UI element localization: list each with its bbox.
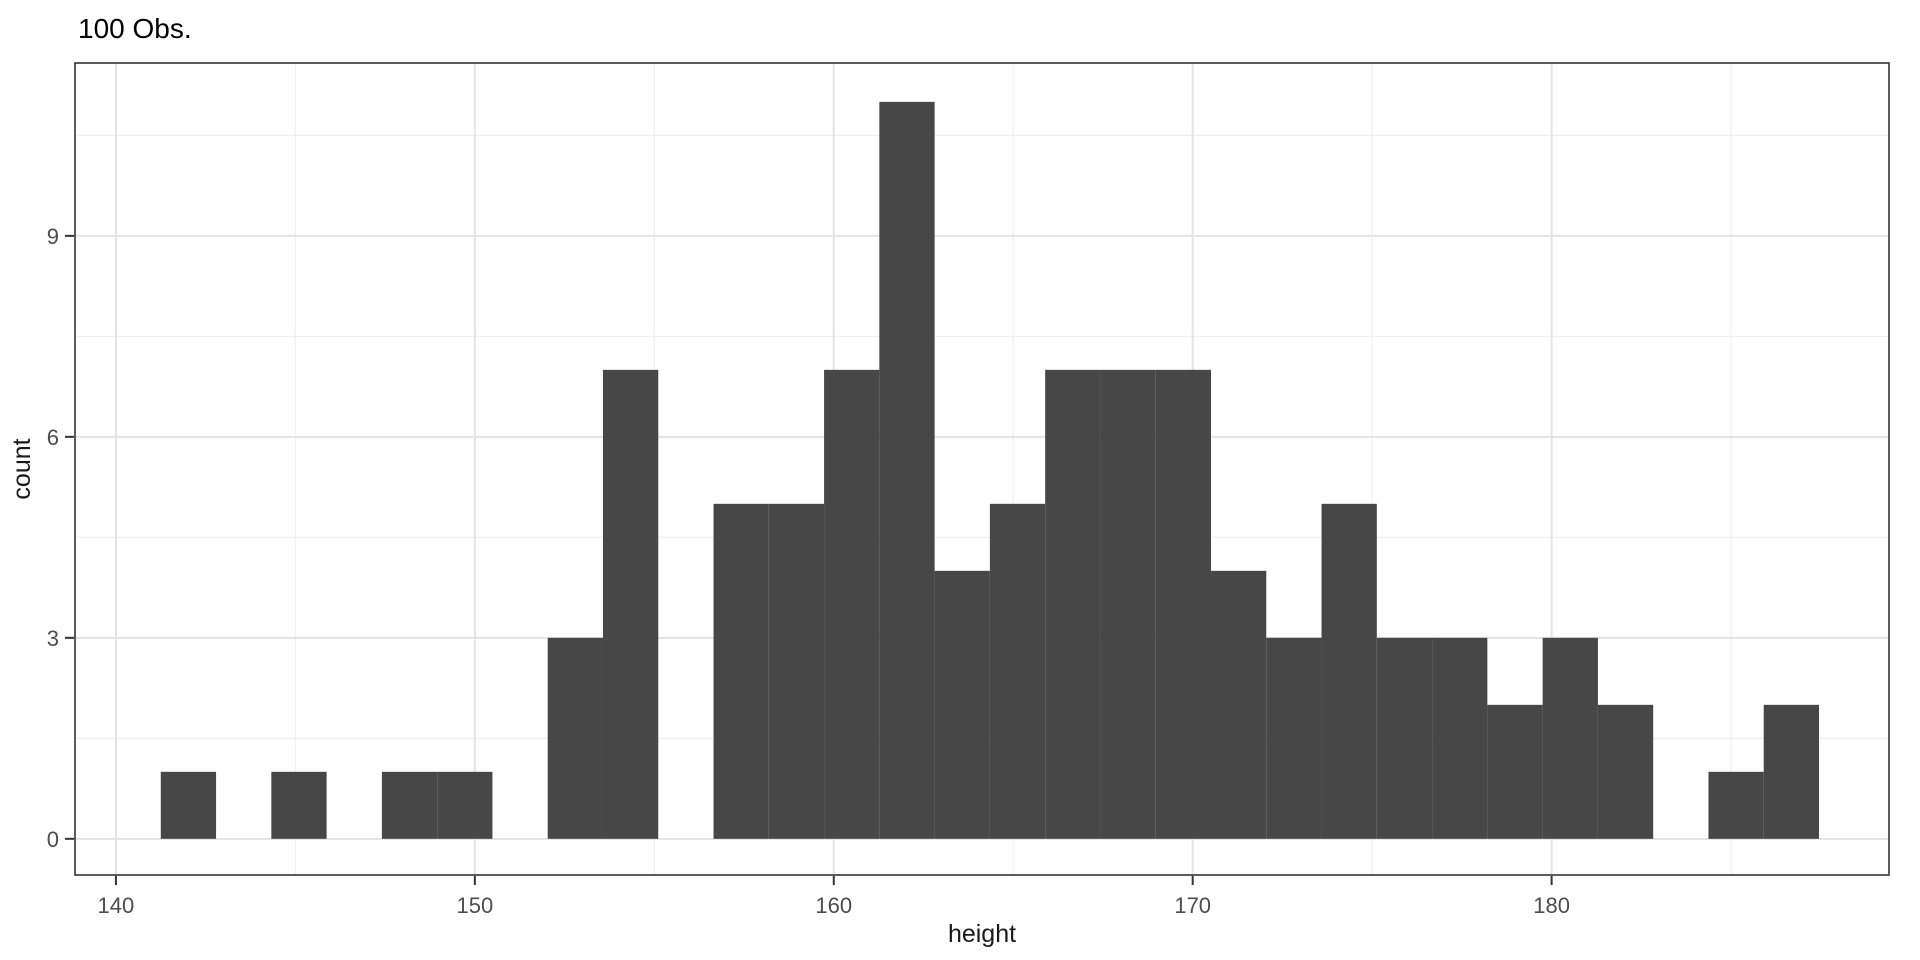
histogram-bar	[437, 771, 493, 839]
x-tick-label: 160	[815, 893, 852, 918]
histogram-bar	[1100, 369, 1156, 839]
y-tick-label: 9	[47, 224, 59, 249]
histogram-bar	[768, 503, 825, 839]
x-tick-label: 170	[1174, 893, 1211, 918]
x-tick-label: 180	[1533, 893, 1570, 918]
histogram-bar	[271, 771, 327, 839]
histogram-bar	[934, 570, 990, 839]
x-tick-label: 140	[98, 893, 135, 918]
histogram-bar	[1045, 369, 1101, 839]
histogram-bar	[1155, 369, 1211, 839]
histogram-bar	[879, 101, 935, 839]
panel-frame-layer	[74, 62, 1890, 876]
histogram-bar	[381, 771, 438, 839]
histogram-bar	[1266, 637, 1322, 839]
x-axis-label: height	[948, 920, 1016, 948]
histogram-bar	[160, 771, 217, 839]
y-tick-label: 3	[47, 626, 59, 651]
histogram-bar	[1542, 637, 1598, 839]
histogram-bar	[1597, 704, 1654, 839]
y-axis-label: count	[8, 438, 36, 499]
histogram-bar	[602, 369, 659, 839]
histogram-bar	[713, 503, 769, 839]
histogram-bar	[1321, 503, 1377, 839]
y-tick-label: 0	[47, 827, 59, 852]
histogram-bar	[1376, 637, 1433, 839]
bars-layer	[160, 101, 1820, 839]
histogram-bar	[1432, 637, 1488, 839]
histogram-bar	[1487, 704, 1543, 839]
histogram-bar	[547, 637, 603, 839]
histogram-bar	[824, 369, 880, 839]
histogram-bar	[1210, 570, 1267, 839]
histogram-bar	[989, 503, 1046, 839]
panel-border	[74, 62, 1890, 876]
y-tick-label: 6	[47, 425, 59, 450]
axis-ticks-layer: 140 150 160 170 180 0 3 6 9	[47, 224, 1570, 918]
x-tick-label: 150	[456, 893, 493, 918]
histogram-bar	[1708, 771, 1764, 839]
histogram-bar	[1763, 704, 1820, 839]
plot-title: 100 Obs.	[78, 13, 192, 44]
